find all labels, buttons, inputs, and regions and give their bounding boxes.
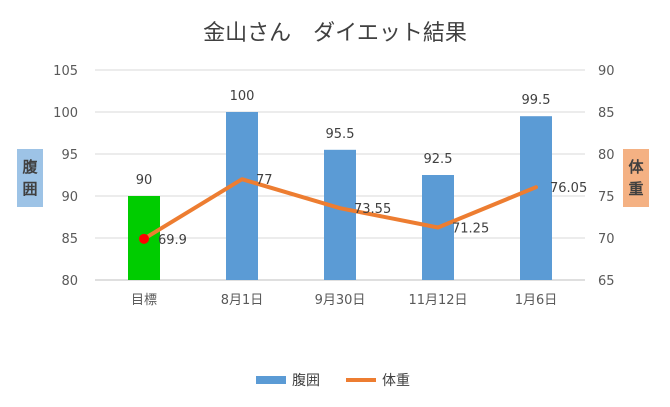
- right-axis-ticks: 65 70 75 80 85 90: [598, 64, 615, 289]
- waist-bar: [520, 116, 552, 280]
- waist-bars: [128, 112, 552, 280]
- right-tick-label: 70: [598, 232, 615, 247]
- weight-data-label: 71.25: [452, 222, 489, 237]
- right-axis-tag-line1: 体: [628, 158, 644, 176]
- waist-data-label: 99.5: [522, 93, 551, 108]
- legend-waist-label: 腹囲: [292, 372, 320, 389]
- right-tick-label: 85: [598, 106, 615, 121]
- x-tick-label: 8月1日: [221, 293, 264, 308]
- weight-data-label: 76.05: [550, 181, 587, 196]
- weight-data-label: 73.55: [354, 202, 391, 217]
- weight-point-marker: [139, 233, 149, 244]
- right-tick-label: 90: [598, 64, 615, 79]
- left-axis-tag-line2: 囲: [22, 180, 37, 198]
- chart-title: 金山さん ダイエット結果: [203, 21, 467, 46]
- waist-data-label: 95.5: [326, 127, 355, 142]
- x-tick-label: 1月6日: [515, 293, 558, 308]
- right-axis-tag: 体 重: [623, 149, 649, 207]
- x-tick-label: 目標: [131, 293, 157, 308]
- waist-bar: [226, 112, 258, 280]
- waist-data-label: 90: [136, 173, 153, 188]
- left-tick-label: 105: [53, 64, 78, 79]
- left-axis-ticks: 80 85 90 95 100 105: [53, 64, 78, 289]
- x-tick-label: 11月12日: [408, 293, 467, 308]
- right-axis-tag-line2: 重: [628, 180, 643, 198]
- weight-line-path: [142, 177, 538, 241]
- left-tick-label: 95: [61, 148, 78, 163]
- left-tick-label: 80: [61, 274, 78, 289]
- x-axis-ticks: 目標 8月1日 9月30日 11月12日 1月6日: [131, 293, 557, 308]
- waist-data-label: 92.5: [424, 152, 453, 167]
- left-tick-label: 90: [61, 190, 78, 205]
- weight-data-label: 69.9: [158, 233, 187, 248]
- weight-line: [139, 177, 538, 244]
- left-axis-tag: 腹 囲: [17, 149, 43, 207]
- right-tick-label: 75: [598, 190, 615, 205]
- weight-data-labels: 69.9 77 73.55 71.25 76.05: [158, 173, 587, 248]
- right-tick-label: 65: [598, 274, 615, 289]
- waist-bar: [324, 149, 356, 280]
- right-tick-label: 80: [598, 148, 615, 163]
- x-tick-label: 9月30日: [315, 293, 366, 308]
- legend-weight-label: 体重: [382, 373, 410, 389]
- waist-data-labels: 90 100 95.5 92.5 99.5: [136, 89, 551, 188]
- waist-data-label: 100: [230, 89, 255, 104]
- left-axis-tag-line1: 腹: [22, 158, 38, 176]
- left-tick-label: 100: [53, 106, 78, 121]
- legend-waist-swatch: [256, 376, 286, 384]
- weight-data-label: 77: [256, 173, 273, 188]
- left-tick-label: 85: [61, 232, 78, 247]
- legend: 腹囲 体重: [256, 372, 410, 389]
